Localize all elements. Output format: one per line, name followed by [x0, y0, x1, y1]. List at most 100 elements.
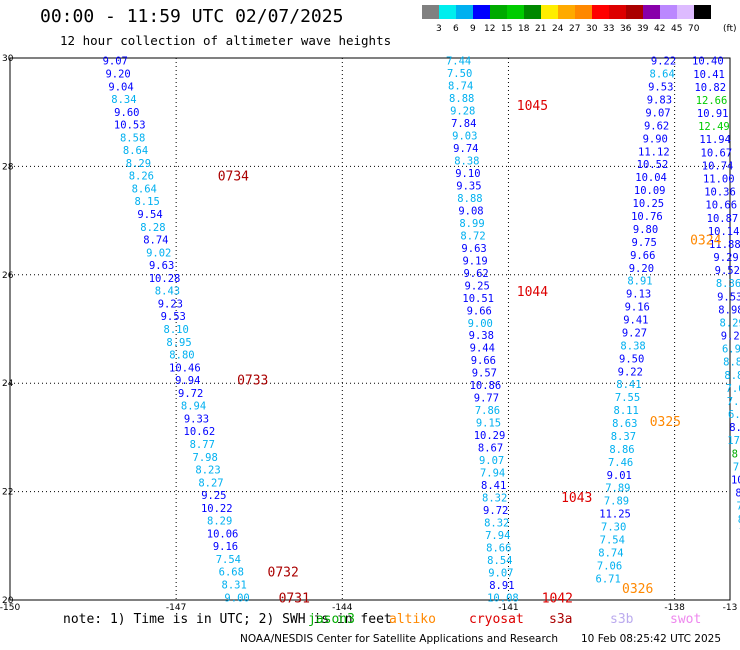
swh-point: 10.51 — [462, 293, 494, 305]
colorbar-label: 36 — [620, 24, 632, 34]
pass-time-label: 0734 — [218, 170, 249, 185]
credit-text: NOAA/NESDIS Center for Satellite Applica… — [240, 633, 558, 645]
pass-time-label: 1042 — [542, 591, 573, 606]
colorbar-swatch — [541, 5, 558, 19]
swh-point: 8.21 — [729, 422, 740, 434]
swh-point: 9.41 — [623, 315, 648, 327]
colorbar-label: 15 — [501, 24, 513, 34]
swh-point: 8.38 — [454, 156, 479, 168]
swh-point: 8.99 — [459, 218, 484, 230]
swh-point: 9.16 — [213, 541, 238, 553]
swh-point: 17.40 — [727, 435, 740, 447]
swh-point: 9.15 — [476, 418, 501, 430]
swh-point: 10.22 — [201, 503, 233, 515]
swh-point: 11.12 — [638, 146, 670, 158]
swh-point: 9.53 — [717, 291, 740, 303]
swh-point: 8.88 — [724, 370, 740, 382]
swh-point: 9.44 — [470, 343, 495, 355]
swh-point: 10.06 — [207, 528, 239, 540]
swh-point: 9.28 — [450, 106, 475, 118]
colorbar-swatch — [524, 5, 541, 19]
swh-point: 9.62 — [644, 120, 669, 132]
swh-point: 8.86 — [609, 444, 634, 456]
y-tick-label: 22 — [2, 488, 13, 498]
swh-point: 7.84 — [451, 118, 476, 130]
swh-point: 9.77 — [474, 393, 499, 405]
swh-point: 9.90 — [643, 133, 668, 145]
colorbar-swatch — [677, 5, 694, 19]
x-tick-label: -141 — [498, 603, 518, 613]
colorbar-label: 39 — [637, 24, 649, 34]
swh-point: 9.27 — [622, 327, 647, 339]
swh-point: 7.98 — [193, 452, 218, 464]
swh-point: 9.20 — [629, 263, 654, 275]
swh-point: 9.19 — [462, 255, 487, 267]
swh-point: 10.36 — [704, 187, 736, 199]
swh-point: 7.71 — [733, 461, 740, 473]
swh-point: 9.20 — [105, 68, 130, 80]
swh-point: 9.27 — [721, 331, 740, 343]
swh-point: 9.25 — [465, 280, 490, 292]
colorbar-label: 42 — [654, 24, 666, 34]
colorbar-label: 30 — [586, 24, 598, 34]
swh-point: 9.01 — [607, 470, 632, 482]
swh-point: 11.88 — [709, 239, 740, 251]
colorbar-swatch — [643, 5, 660, 19]
swh-point: 9.33 — [184, 413, 209, 425]
swh-point: 7.46 — [608, 457, 633, 469]
swh-point: 10.40 — [692, 56, 724, 68]
swh-point: 8.38 — [620, 340, 645, 352]
swh-point: 8.63 — [612, 418, 637, 430]
swh-point: 9.63 — [461, 243, 486, 255]
swh-point: 8.41 — [481, 480, 506, 492]
chart-subtitle: 12 hour collection of altimeter wave hei… — [60, 33, 392, 48]
swh-point: 8.77 — [190, 439, 215, 451]
x-tick-label: -144 — [332, 603, 353, 613]
swh-point: 9.66 — [467, 305, 492, 317]
swh-point: 8.64 — [132, 183, 157, 195]
swh-point: 8.26 — [129, 171, 154, 183]
swh-point: 7.89 — [605, 483, 630, 495]
swh-point: 9.75 — [632, 237, 657, 249]
colorbar-label: 3 — [436, 24, 442, 34]
swh-point: 8.94 — [181, 401, 206, 413]
swh-point: 6.98 — [722, 344, 740, 356]
colorbar-label: 18 — [518, 24, 530, 34]
swh-point: 9.35 — [456, 180, 481, 192]
swh-point: 8.88 — [457, 193, 482, 205]
swh-point: 9.66 — [471, 355, 496, 367]
y-tick-label: 20 — [2, 596, 14, 606]
swh-point: 8.66 — [486, 542, 511, 554]
y-tick-label: 24 — [2, 379, 14, 389]
mission-s3a: s3a — [549, 612, 573, 627]
swh-point: 9.00 — [224, 592, 249, 604]
swh-point: 7.06 — [597, 560, 622, 572]
swh-point: 10.62 — [184, 426, 216, 438]
swh-point: 8.56 — [735, 488, 740, 500]
swh-point: 7.30 — [601, 522, 626, 534]
swh-point: 9.52 — [715, 265, 740, 277]
swh-point: 9.08 — [458, 205, 483, 217]
swh-point: 8.95 — [166, 337, 191, 349]
swh-point: 9.23 — [158, 298, 183, 310]
swh-point: 8.74 — [448, 81, 473, 93]
swh-point: 9.54 — [137, 209, 162, 221]
swh-point: 7.86 — [475, 405, 500, 417]
swh-point: 9.22 — [618, 366, 643, 378]
y-tick-label: 28 — [2, 162, 14, 172]
swh-point: 9.07 — [488, 567, 513, 579]
chart-title: 00:00 - 11:59 UTC 02/07/2025 — [40, 6, 344, 27]
swh-point: 9.74 — [453, 143, 478, 155]
swh-point: 10.52 — [637, 159, 669, 171]
colorbar-label: 21 — [535, 24, 547, 34]
swh-point: 8.80 — [169, 350, 194, 362]
mission-cryosat: cryosat — [469, 612, 524, 627]
plot-frame — [9, 57, 731, 601]
swh-point: 8.74 — [143, 235, 168, 247]
swh-point: 8.29 — [720, 317, 740, 329]
swh-point: 10.74 — [702, 160, 734, 172]
pass-time-label: 0326 — [622, 582, 653, 597]
swh-point: 8.10 — [164, 324, 189, 336]
swh-point: 7.65 — [726, 383, 740, 395]
